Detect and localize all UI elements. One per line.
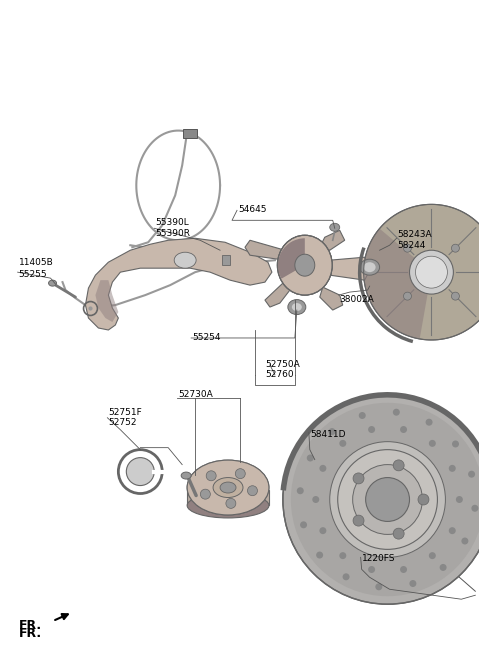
Circle shape bbox=[200, 489, 210, 499]
Text: 55254: 55254 bbox=[192, 333, 221, 342]
Circle shape bbox=[404, 244, 411, 252]
Circle shape bbox=[226, 499, 236, 509]
Circle shape bbox=[366, 478, 409, 522]
Polygon shape bbox=[330, 257, 370, 280]
Circle shape bbox=[319, 465, 326, 472]
Ellipse shape bbox=[277, 235, 332, 295]
Circle shape bbox=[400, 566, 407, 573]
Text: 38002A: 38002A bbox=[340, 295, 374, 304]
Circle shape bbox=[330, 442, 445, 557]
Circle shape bbox=[339, 440, 346, 447]
Text: FR.: FR. bbox=[19, 619, 42, 632]
Bar bbox=[183, 129, 197, 137]
Ellipse shape bbox=[174, 252, 196, 268]
Bar bbox=[222, 255, 230, 265]
Text: 1220FS: 1220FS bbox=[361, 555, 395, 563]
Text: 52750A
52760: 52750A 52760 bbox=[265, 360, 300, 379]
Circle shape bbox=[291, 403, 480, 596]
Circle shape bbox=[449, 465, 456, 472]
Polygon shape bbox=[364, 204, 480, 340]
Circle shape bbox=[353, 473, 364, 484]
Ellipse shape bbox=[360, 260, 380, 275]
Circle shape bbox=[328, 428, 336, 435]
Ellipse shape bbox=[277, 235, 332, 295]
Polygon shape bbox=[285, 237, 317, 267]
Circle shape bbox=[343, 574, 349, 580]
Circle shape bbox=[312, 496, 319, 503]
Circle shape bbox=[393, 409, 400, 416]
Polygon shape bbox=[245, 240, 285, 260]
Circle shape bbox=[368, 426, 375, 433]
Circle shape bbox=[297, 487, 304, 494]
Text: 58411D: 58411D bbox=[310, 430, 345, 439]
Circle shape bbox=[409, 580, 416, 587]
Circle shape bbox=[339, 552, 346, 559]
Polygon shape bbox=[320, 231, 345, 250]
Ellipse shape bbox=[292, 303, 302, 311]
Circle shape bbox=[206, 471, 216, 481]
Text: 55255: 55255 bbox=[19, 270, 47, 279]
Circle shape bbox=[440, 564, 446, 571]
Circle shape bbox=[400, 426, 407, 433]
Ellipse shape bbox=[220, 482, 236, 493]
Circle shape bbox=[418, 494, 429, 505]
Polygon shape bbox=[320, 287, 343, 310]
Circle shape bbox=[300, 522, 307, 528]
Circle shape bbox=[353, 515, 364, 526]
Ellipse shape bbox=[364, 262, 376, 272]
Circle shape bbox=[429, 552, 436, 559]
Circle shape bbox=[468, 470, 475, 478]
Text: 55390L
55390R: 55390L 55390R bbox=[155, 218, 190, 238]
Circle shape bbox=[404, 292, 411, 300]
Circle shape bbox=[426, 419, 432, 426]
Text: 52751F
52752: 52751F 52752 bbox=[108, 408, 142, 427]
Ellipse shape bbox=[187, 460, 269, 515]
Circle shape bbox=[452, 440, 459, 447]
Circle shape bbox=[375, 583, 382, 590]
Circle shape bbox=[338, 449, 437, 549]
Circle shape bbox=[416, 256, 447, 288]
Polygon shape bbox=[187, 489, 269, 505]
Circle shape bbox=[461, 537, 468, 545]
Circle shape bbox=[126, 458, 154, 486]
Circle shape bbox=[393, 528, 404, 539]
Text: 58243A
58244: 58243A 58244 bbox=[397, 231, 432, 250]
Circle shape bbox=[235, 468, 245, 479]
Text: FR.: FR. bbox=[19, 627, 42, 640]
Circle shape bbox=[319, 527, 326, 534]
Ellipse shape bbox=[330, 223, 340, 231]
Wedge shape bbox=[364, 229, 432, 339]
Circle shape bbox=[307, 455, 314, 461]
Text: 54645: 54645 bbox=[238, 206, 266, 214]
Circle shape bbox=[451, 244, 459, 252]
Polygon shape bbox=[85, 238, 272, 330]
Circle shape bbox=[359, 412, 366, 419]
Polygon shape bbox=[265, 283, 290, 307]
Circle shape bbox=[456, 496, 463, 503]
Text: 11405B: 11405B bbox=[19, 258, 53, 267]
Ellipse shape bbox=[187, 493, 269, 518]
Circle shape bbox=[449, 527, 456, 534]
Circle shape bbox=[429, 440, 436, 447]
Wedge shape bbox=[278, 238, 305, 279]
Circle shape bbox=[409, 250, 454, 294]
Circle shape bbox=[368, 566, 375, 573]
Ellipse shape bbox=[48, 280, 57, 286]
Circle shape bbox=[248, 486, 257, 495]
Ellipse shape bbox=[295, 254, 315, 276]
Circle shape bbox=[316, 552, 323, 558]
Circle shape bbox=[471, 505, 479, 512]
Ellipse shape bbox=[187, 460, 269, 515]
Circle shape bbox=[283, 395, 480, 604]
Polygon shape bbox=[96, 280, 119, 322]
Circle shape bbox=[451, 292, 459, 300]
Circle shape bbox=[353, 464, 422, 534]
Circle shape bbox=[393, 460, 404, 471]
Ellipse shape bbox=[181, 472, 191, 479]
Text: 52730A: 52730A bbox=[178, 390, 213, 399]
Ellipse shape bbox=[213, 478, 243, 497]
FancyArrowPatch shape bbox=[55, 614, 68, 620]
Ellipse shape bbox=[288, 300, 306, 315]
